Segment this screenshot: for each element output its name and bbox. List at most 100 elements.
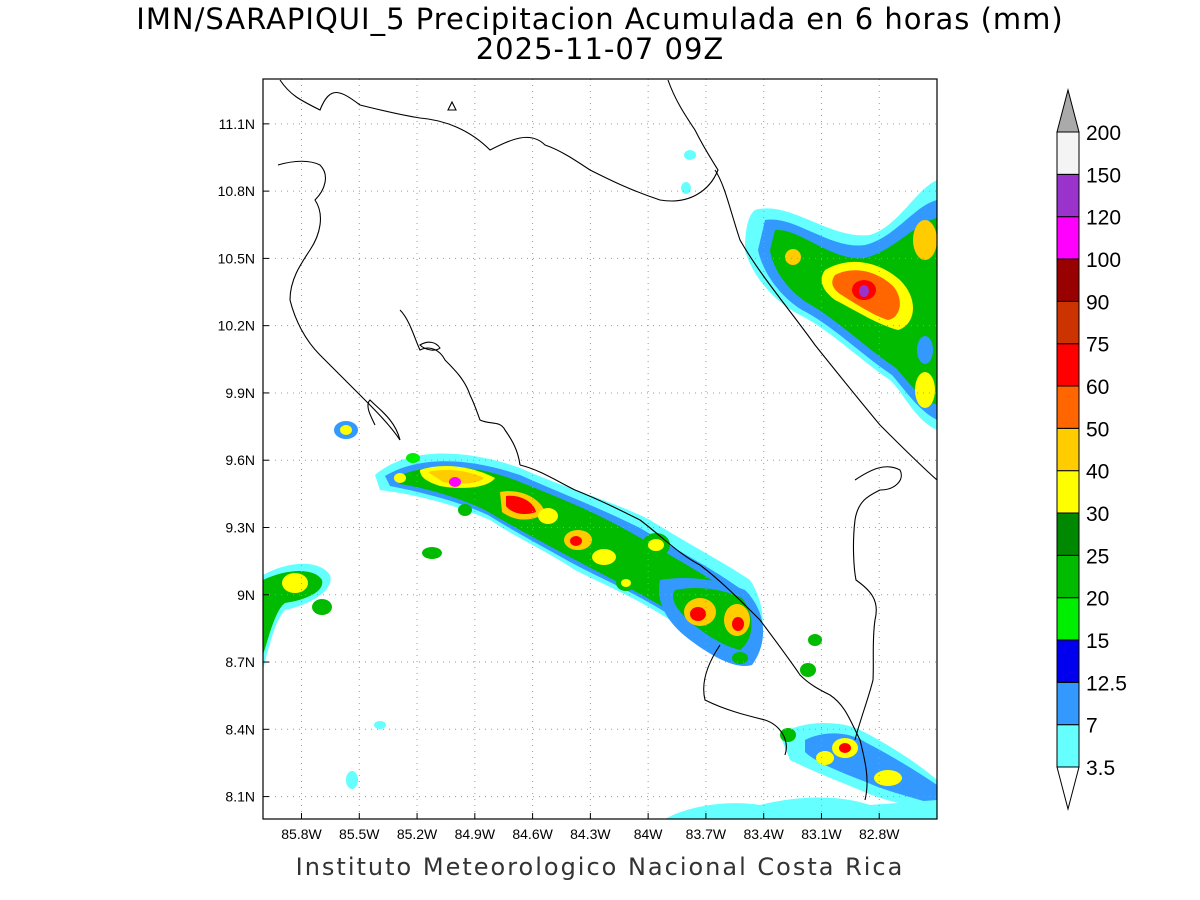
precip-core-5 — [592, 549, 616, 565]
colorbar-swatch — [1056, 470, 1080, 514]
precip-cell-12 — [808, 634, 822, 646]
lon-tick-label: 82.8W — [859, 826, 900, 842]
lat-tick-label: 10.2N — [218, 318, 255, 334]
colorbar-under-arrow — [1056, 766, 1080, 811]
precip-west-cluster-green — [263, 571, 323, 655]
precip-cell-11 — [800, 663, 816, 677]
colorbar-swatch — [1056, 258, 1080, 302]
colorbar-swatch — [1056, 681, 1080, 726]
longitude-axis: 85.8W 85.5W 85.2W 84.9W 84.6W 84.3W 84W 83.7W 83… — [281, 813, 900, 842]
gulf-nicoya — [399, 309, 521, 466]
precip-south-core-bb — [732, 617, 744, 631]
precip-cell-3 — [732, 652, 748, 664]
lon-tick-label: 84.6W — [512, 826, 553, 842]
lat-tick-label: 9.6N — [225, 452, 255, 468]
colorbar-level-label: 15 — [1086, 630, 1109, 653]
colorbar-level-label: 7 — [1086, 715, 1098, 738]
precip-se-cell — [780, 728, 796, 742]
colorbar-swatch — [1056, 343, 1080, 387]
map-gridlines — [263, 79, 937, 819]
island — [447, 100, 457, 111]
colorbar-level-label: 75 — [1086, 334, 1109, 357]
lat-tick-label: 10.5N — [218, 250, 255, 266]
map-title: IMN/SARAPIQUI_5 Precipitacion Acumulada … — [136, 2, 1064, 36]
colorbar-swatch — [1056, 131, 1080, 175]
precip-west-cell — [312, 599, 332, 615]
colorbar-level-label: 100 — [1086, 249, 1121, 272]
pacific-coast-central — [519, 464, 761, 621]
latitude-axis: 11.1N 10.8N 10.5N 10.2N 9.9N 9.6N 9.3N 9N 8.7N 8.… — [218, 116, 269, 805]
colorbar-level-label: 30 — [1086, 503, 1109, 526]
lon-tick-label: 85.8W — [281, 826, 322, 842]
lon-tick-label: 84.9W — [455, 826, 496, 842]
colorbar-level-label: 20 — [1086, 588, 1109, 611]
colorbar-level-label: 25 — [1086, 545, 1109, 568]
lat-tick-label: 11.1N — [219, 116, 255, 132]
lon-tick-label: 83.1W — [801, 826, 842, 842]
lat-tick-label: 9N — [237, 587, 255, 603]
colorbar-legend: 3.5 7 12.5 15 20 25 30 40 50 60 75 90 100 120 150 200 — [1056, 88, 1127, 811]
pacific-coast-north — [277, 160, 401, 441]
nicoya-peninsula — [367, 399, 401, 441]
colorbar-swatch — [1056, 724, 1080, 768]
precip-cell-9 — [458, 504, 472, 516]
precip-cell-10 — [422, 547, 442, 559]
colorbar-level-label: 200 — [1086, 122, 1121, 145]
precip-ne-cluster-green — [770, 218, 937, 405]
golfo-dulce — [703, 644, 787, 756]
colorbar-level-label: 60 — [1086, 376, 1109, 399]
colorbar-swatch — [1056, 427, 1080, 472]
lat-tick-label: 8.4N — [225, 721, 255, 737]
lat-tick-label: 9.3N — [225, 519, 255, 535]
precip-core-1b — [428, 470, 484, 484]
map-datetime: 2025-11-07 09Z — [475, 32, 725, 66]
lon-tick-label: 83.7W — [686, 826, 727, 842]
precip-core-2b — [506, 495, 536, 514]
precip-west-core — [282, 573, 308, 593]
colorbar-level-label: 40 — [1086, 461, 1109, 484]
precip-ne-core-f — [915, 372, 935, 408]
precip-cell-nicoya-b — [340, 425, 352, 435]
lon-tick-label: 83.4W — [743, 826, 784, 842]
colorbar-level-label: 120 — [1086, 207, 1121, 230]
precip-core-6 — [449, 477, 461, 487]
precip-se-cell-2 — [816, 751, 834, 765]
precip-bottom-strip — [665, 797, 937, 819]
colorbar-over-arrow — [1056, 88, 1080, 133]
precip-south-core-ab — [690, 607, 706, 621]
panama-border — [852, 466, 902, 741]
caribbean-coast — [714, 169, 937, 481]
map-frame — [262, 78, 938, 820]
institution-credit: Instituto Meteorologico Nacional Costa R… — [295, 853, 905, 881]
precip-se-core-c — [874, 770, 902, 786]
colorbar-level-label: 150 — [1086, 164, 1121, 187]
colorbar-swatch — [1056, 597, 1080, 641]
precip-core-4b — [570, 536, 582, 546]
coastlines — [277, 79, 937, 801]
colorbar-level-label: 50 — [1086, 418, 1109, 441]
colorbar-swatch — [1056, 554, 1080, 599]
colorbar-level-label: 12.5 — [1086, 672, 1127, 695]
lon-tick-label: 84W — [634, 826, 664, 842]
precip-core-7 — [394, 473, 406, 483]
colorbar-swatch — [1056, 385, 1080, 429]
precip-ne-core-h — [785, 249, 801, 265]
precip-cell-1b — [648, 539, 664, 551]
colorbar-swatch — [1056, 173, 1080, 218]
precip-band-central-green — [395, 466, 739, 640]
colorbar-swatch — [1056, 639, 1080, 683]
precip-se-core-b — [839, 743, 851, 753]
precip-cell-16 — [681, 182, 691, 194]
precip-cell-2b — [621, 579, 631, 587]
precip-cell-14 — [374, 721, 386, 729]
gulf-inner — [419, 341, 441, 351]
colorbar-swatch — [1056, 216, 1080, 260]
lat-tick-label: 8.1N — [225, 789, 255, 805]
osa-peninsula — [759, 619, 868, 801]
colorbar-level-label: 3.5 — [1086, 757, 1115, 780]
colorbar-swatch — [1056, 512, 1080, 556]
lon-tick-label: 84.3W — [570, 826, 611, 842]
precip-core-3 — [538, 508, 558, 524]
precip-ne-core-d — [859, 285, 869, 297]
